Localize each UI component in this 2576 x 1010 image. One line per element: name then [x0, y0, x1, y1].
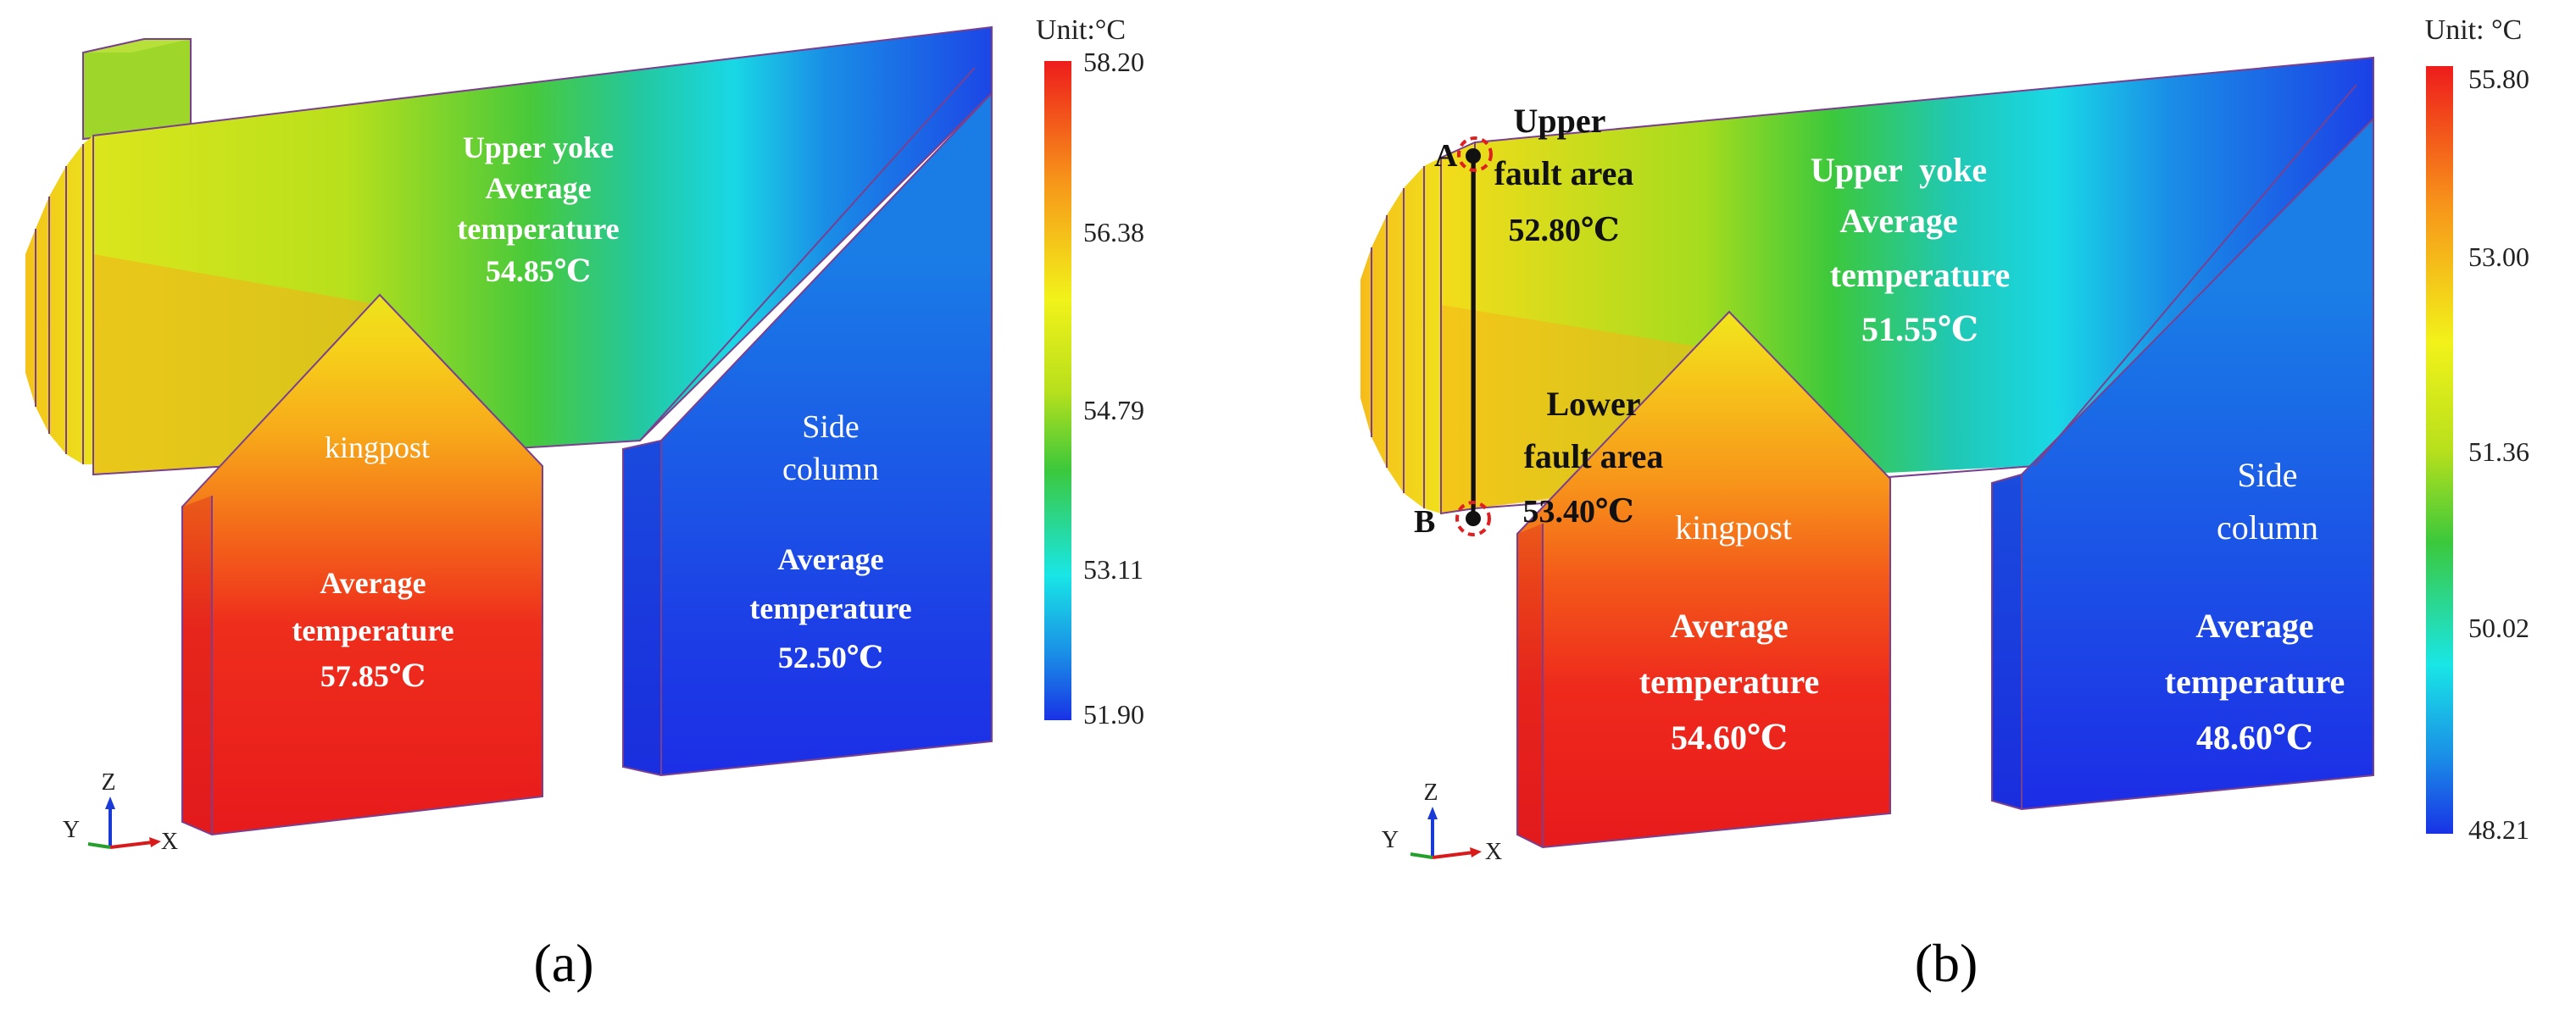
panel-b-yoke-line-1: Upper yoke — [1811, 151, 1987, 189]
panel-a-caption: (a) — [533, 933, 593, 993]
panel-a-colorbar: Unit:°C 58.20 56.38 54.79 53.11 51.90 — [1036, 14, 1144, 730]
panel-b-yoke-line-2: Average — [1839, 202, 1957, 240]
point-b-label: B — [1414, 504, 1435, 540]
upper-fault-line-2: fault area — [1494, 154, 1634, 192]
panel-a-upper-yoke-label: Upper yoke Average temperature 54.85℃ — [457, 130, 619, 288]
panel-a-kingpost-label: Average temperature 57.85℃ — [292, 566, 453, 693]
panel-b-side-line-4: temperature — [2165, 663, 2345, 701]
panel-b-tick-1: 55.80 — [2468, 64, 2529, 94]
panel-b-side-line-3: Average — [2195, 607, 2313, 645]
panel-a-kingpost-name: kingpost — [325, 430, 430, 464]
lower-fault-line-1: Lower — [1546, 385, 1640, 423]
point-a-dot — [1466, 148, 1481, 164]
panel-a-side-line-1: Side — [802, 409, 860, 445]
point-a-marker — [1457, 136, 1493, 172]
panel-a-yoke-value: 54.85℃ — [486, 254, 591, 288]
panel-a: Upper yoke Average temperature 54.85℃ ki… — [25, 14, 1144, 993]
panel-b-axis-z: Z — [1423, 780, 1438, 806]
upper-fault-line-1: Upper — [1514, 102, 1606, 140]
panel-b-kingpost — [1516, 310, 1891, 849]
panel-b-side-column — [1991, 84, 2374, 811]
panel-a-kingpost-line-2: temperature — [292, 613, 453, 647]
panel-b: A B Upper fault area 52.80℃ Lower fault … — [1360, 14, 2529, 993]
panel-b-side-value: 48.60℃ — [2196, 719, 2313, 757]
panel-b-tick-5: 48.21 — [2468, 814, 2529, 845]
panel-b-side-column-label: Side column Average temperature 48.60℃ — [2165, 456, 2345, 757]
panel-b-kingpost-line-2: temperature — [1639, 663, 1820, 701]
point-a-label: A — [1434, 138, 1458, 174]
panel-a-yoke-line-1: Upper yoke — [463, 130, 614, 164]
panel-b-yoke-value: 51.55℃ — [1861, 310, 1978, 348]
panel-a-yoke-line-3: temperature — [457, 212, 619, 246]
panel-b-yoke-line-3: temperature — [1830, 256, 2011, 294]
panel-b-stepped-end — [1360, 158, 1442, 513]
panel-b-upper-fault-label: Upper fault area 52.80℃ — [1494, 102, 1634, 248]
lower-fault-value: 53.40℃ — [1522, 494, 1633, 530]
panel-b-colorbar: Unit: °C 55.80 53.00 51.36 50.02 48.21 — [2425, 14, 2529, 845]
panel-a-unit: Unit:°C — [1036, 14, 1126, 46]
panel-a-kingpost-value: 57.85℃ — [320, 659, 426, 693]
panel-b-fault-line: A B — [1414, 136, 1493, 540]
panel-a-tick-2: 56.38 — [1083, 217, 1144, 247]
panel-a-kingpost — [181, 293, 543, 836]
panel-b-kingpost-name: kingpost — [1675, 508, 1792, 547]
panel-b-kingpost-value: 54.60℃ — [1671, 719, 1788, 757]
panel-a-tick-3: 54.79 — [1083, 395, 1144, 425]
panel-a-axis-x: X — [161, 829, 178, 855]
panel-a-side-column — [622, 67, 993, 777]
panel-a-side-column-label: Side column Average temperature 52.50℃ — [749, 409, 911, 674]
panel-a-tick-4: 53.11 — [1083, 554, 1143, 585]
panel-b-caption: (b) — [1915, 933, 1978, 993]
upper-fault-value: 52.80℃ — [1508, 213, 1619, 248]
lower-fault-line-2: fault area — [1524, 437, 1664, 475]
panel-a-side-line-3: Average — [777, 542, 883, 576]
panel-b-tick-2: 53.00 — [2468, 241, 2529, 272]
panel-a-tick-1: 58.20 — [1083, 47, 1144, 77]
panel-a-kingpost-line-1: Average — [320, 566, 426, 600]
panel-a-axis-y: Y — [63, 817, 80, 843]
point-b-marker — [1455, 501, 1491, 536]
panel-a-side-line-4: temperature — [749, 591, 911, 625]
panel-b-upper-yoke-label: Upper yoke Average temperature 51.55℃ — [1811, 151, 2010, 348]
panel-a-stepped-end — [25, 136, 93, 464]
panel-a-tick-5: 51.90 — [1083, 699, 1144, 730]
panel-a-axis-z: Z — [101, 769, 115, 796]
panel-a-yoke-line-2: Average — [485, 171, 591, 205]
panel-a-colorbar-scale — [1044, 61, 1071, 720]
panel-b-tick-4: 50.02 — [2468, 613, 2529, 643]
panel-b-axis-y: Y — [1382, 827, 1399, 853]
panel-a-side-line-2: column — [782, 452, 879, 487]
panel-b-kingpost-label: Average temperature 54.60℃ — [1639, 607, 1820, 757]
panel-b-colorbar-scale — [2426, 66, 2453, 834]
panel-b-side-line-2: column — [2217, 508, 2318, 547]
panel-b-axis-x: X — [1485, 839, 1502, 865]
panel-a-side-value: 52.50℃ — [778, 641, 883, 674]
panel-b-tick-3: 51.36 — [2468, 436, 2529, 467]
panel-a-axis-triad: Z Y X — [63, 769, 178, 855]
point-b-dot — [1466, 511, 1481, 526]
panel-b-axis-triad: Z Y X — [1382, 780, 1502, 865]
panel-a-chimney — [82, 38, 192, 141]
panel-b-side-line-1: Side — [2237, 456, 2297, 494]
panel-b-lower-fault-label: Lower fault area 53.40℃ — [1522, 385, 1663, 530]
panel-b-kingpost-line-1: Average — [1670, 607, 1788, 645]
panel-b-unit: Unit: °C — [2425, 14, 2523, 46]
